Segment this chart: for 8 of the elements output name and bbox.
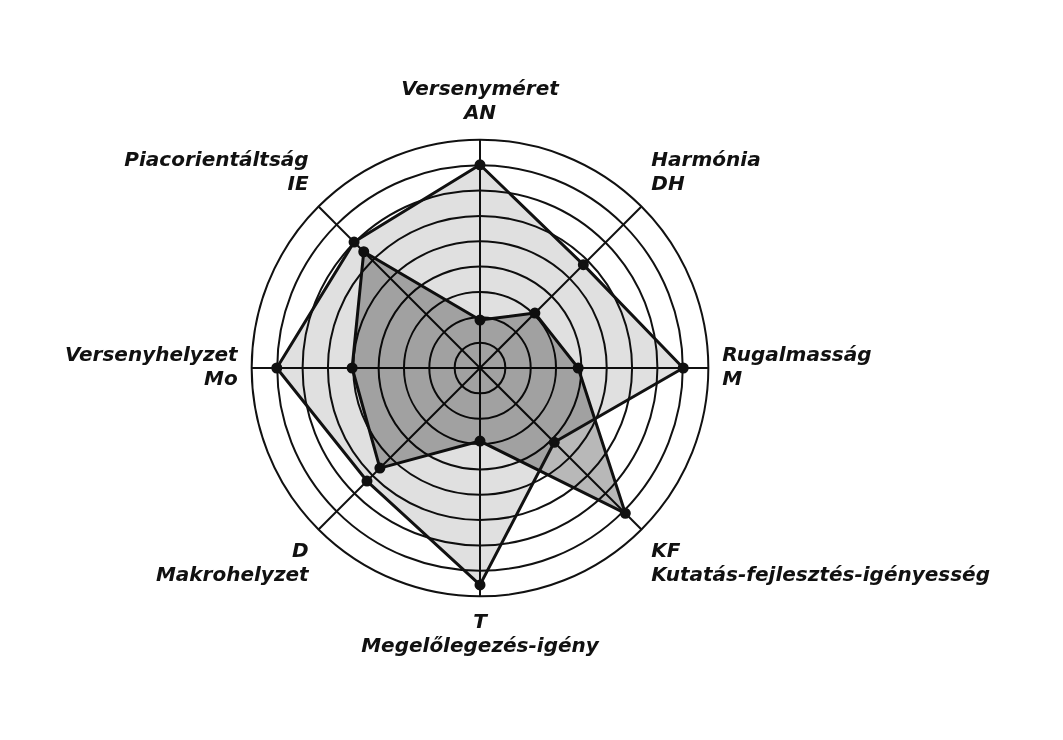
spoke-label: Versenyméret AN [401, 75, 561, 124]
spoke-label: KF Kutatás-fejlesztés-igényesség [651, 537, 991, 586]
spoke-label: Rugalmasság M [722, 342, 872, 391]
spoke-label: Versenyhelyzet Mo [65, 342, 240, 391]
spoke-label: D Makrohelyzet [155, 537, 311, 586]
spoke-label: Piacorientáltság IE [124, 146, 309, 195]
spoke-label: Harmónia DH [651, 146, 761, 195]
spoke-label: T Megelőlegezés-igény [361, 608, 600, 657]
